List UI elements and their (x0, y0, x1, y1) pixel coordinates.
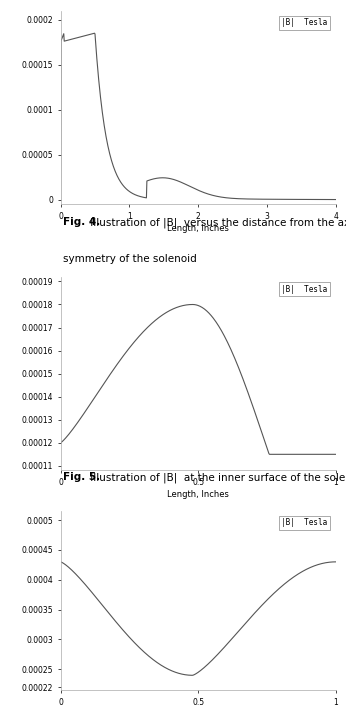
Text: Illustration of |B|  versus the distance from the axis of: Illustration of |B| versus the distance … (87, 217, 346, 228)
Text: Fig. 4.: Fig. 4. (63, 217, 101, 227)
Text: |B|  Tesla: |B| Tesla (281, 285, 327, 294)
Text: Illustration of |B|  at the inner surface of the solenoid.: Illustration of |B| at the inner surface… (87, 472, 346, 483)
Text: |B|  Tesla: |B| Tesla (281, 518, 327, 527)
Text: symmetry of the solenoid: symmetry of the solenoid (63, 253, 197, 263)
Text: Fig. 5.: Fig. 5. (63, 472, 100, 482)
X-axis label: Length, Inches: Length, Inches (167, 224, 229, 233)
X-axis label: Length, Inches: Length, Inches (167, 490, 229, 499)
Text: |B|  Tesla: |B| Tesla (281, 18, 327, 28)
